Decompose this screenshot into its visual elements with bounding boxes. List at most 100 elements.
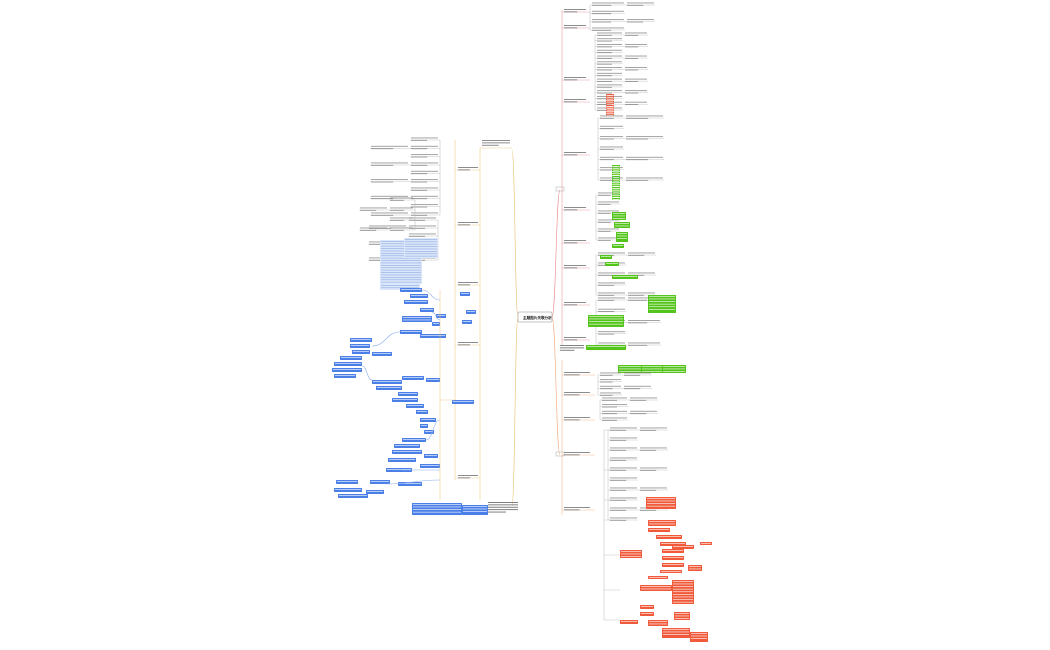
subtree-text — [597, 69, 612, 71]
highlight-node-text — [661, 543, 685, 544]
leaf-text — [625, 90, 647, 92]
highlight-node-text — [425, 431, 433, 432]
subtree-text — [597, 57, 612, 59]
highlight-node-text — [673, 594, 693, 595]
highlight-node-text — [649, 298, 675, 300]
highlight-node-text — [613, 179, 619, 180]
left-subtree-text — [390, 217, 413, 219]
subtree-text — [610, 489, 627, 491]
subtree-text — [610, 449, 627, 451]
light-node-text — [381, 253, 421, 254]
subtree-text — [602, 413, 617, 415]
leaf-text — [628, 272, 655, 274]
central-topic[interactable]: 主题图片关联分析 — [523, 316, 552, 320]
subtree-text — [597, 109, 612, 111]
subtree-text — [610, 439, 627, 441]
highlight-node-text — [399, 483, 421, 484]
highlight-node-text — [351, 339, 371, 340]
highlight-node-text — [619, 371, 643, 372]
highlight-node-text — [649, 301, 675, 302]
subtree-text — [597, 46, 612, 48]
left-child-text — [458, 284, 470, 286]
left-child-text — [458, 282, 478, 283]
highlight-node-text — [642, 368, 662, 370]
subtree-text — [597, 86, 612, 88]
highlight-node-text — [673, 581, 693, 582]
highlight-node-blue — [462, 505, 488, 515]
subtree-text — [597, 92, 612, 94]
highlight-node-text — [663, 557, 683, 558]
highlight-node-red — [688, 565, 702, 571]
subtree-text — [610, 479, 627, 481]
light-node-text — [405, 239, 437, 240]
subtree-text — [602, 406, 617, 408]
left-subtree-text — [411, 137, 438, 139]
subtree-text — [600, 115, 623, 117]
highlight-node-blue — [412, 503, 462, 515]
branch-connector-lower — [551, 316, 561, 456]
highlight-node-text — [673, 591, 693, 593]
highlight-node-blue — [420, 418, 436, 422]
leaf-text — [626, 138, 649, 140]
blue-connector — [425, 419, 441, 441]
highlight-node-text — [606, 263, 618, 264]
highlight-node-text — [649, 529, 669, 530]
highlight-node-text — [615, 225, 629, 227]
subtree-text — [598, 252, 625, 254]
left-leaf-text — [360, 227, 387, 229]
highlight-node-text — [607, 99, 613, 101]
highlight-node-text — [613, 215, 625, 217]
light-node-text — [381, 241, 421, 242]
highlight-node-text — [673, 583, 693, 585]
highlight-node-text — [373, 353, 391, 354]
highlight-node-text — [673, 601, 693, 603]
highlight-node-text — [621, 621, 637, 622]
highlight-node-blue — [392, 398, 418, 402]
leaf-text — [627, 2, 654, 4]
subtree-text — [610, 507, 637, 509]
left-subtree-text — [411, 187, 438, 189]
note-text — [488, 506, 518, 508]
highlight-node-text — [339, 495, 367, 496]
lower-child-text — [564, 419, 580, 421]
highlight-node-text — [641, 586, 671, 587]
blue-connector — [385, 479, 441, 485]
highlight-node-text — [613, 177, 619, 178]
left-subtree-text — [411, 164, 428, 166]
subtree-text — [597, 67, 622, 69]
subtree-text — [598, 219, 619, 221]
left-subtree-text — [411, 162, 438, 164]
highlight-node-text — [337, 481, 357, 482]
leaf-text — [626, 177, 663, 179]
highlight-node-blue — [338, 494, 368, 498]
highlight-node-text — [613, 245, 623, 246]
highlight-node-text — [341, 357, 361, 358]
highlight-node-text — [413, 504, 461, 505]
leaf-text — [625, 44, 647, 45]
highlight-node-text — [589, 316, 623, 317]
highlight-node-blue — [350, 344, 370, 348]
subtree-text — [610, 509, 627, 511]
subtree-text — [610, 499, 627, 501]
leaf-text — [630, 397, 657, 399]
highlight-node-blue — [372, 352, 392, 356]
highlight-node-green — [600, 255, 612, 259]
leaf-text — [625, 46, 639, 48]
highlight-node-text — [621, 556, 641, 557]
subtree-text — [598, 342, 625, 344]
leaf-text — [624, 374, 641, 376]
highlight-node-text — [463, 321, 471, 322]
left-subtree-text — [390, 209, 404, 211]
subtree-text — [592, 21, 612, 23]
note-text — [560, 345, 584, 346]
subtree-text — [600, 148, 614, 150]
highlight-node-text — [589, 321, 623, 322]
highlight-node-blue — [420, 464, 440, 468]
note-text — [488, 511, 506, 513]
highlight-node-red — [648, 528, 670, 532]
highlight-node-text — [461, 293, 469, 294]
highlight-node-blue — [370, 480, 390, 484]
subtree-text — [600, 169, 614, 171]
leaf-text — [626, 156, 663, 158]
